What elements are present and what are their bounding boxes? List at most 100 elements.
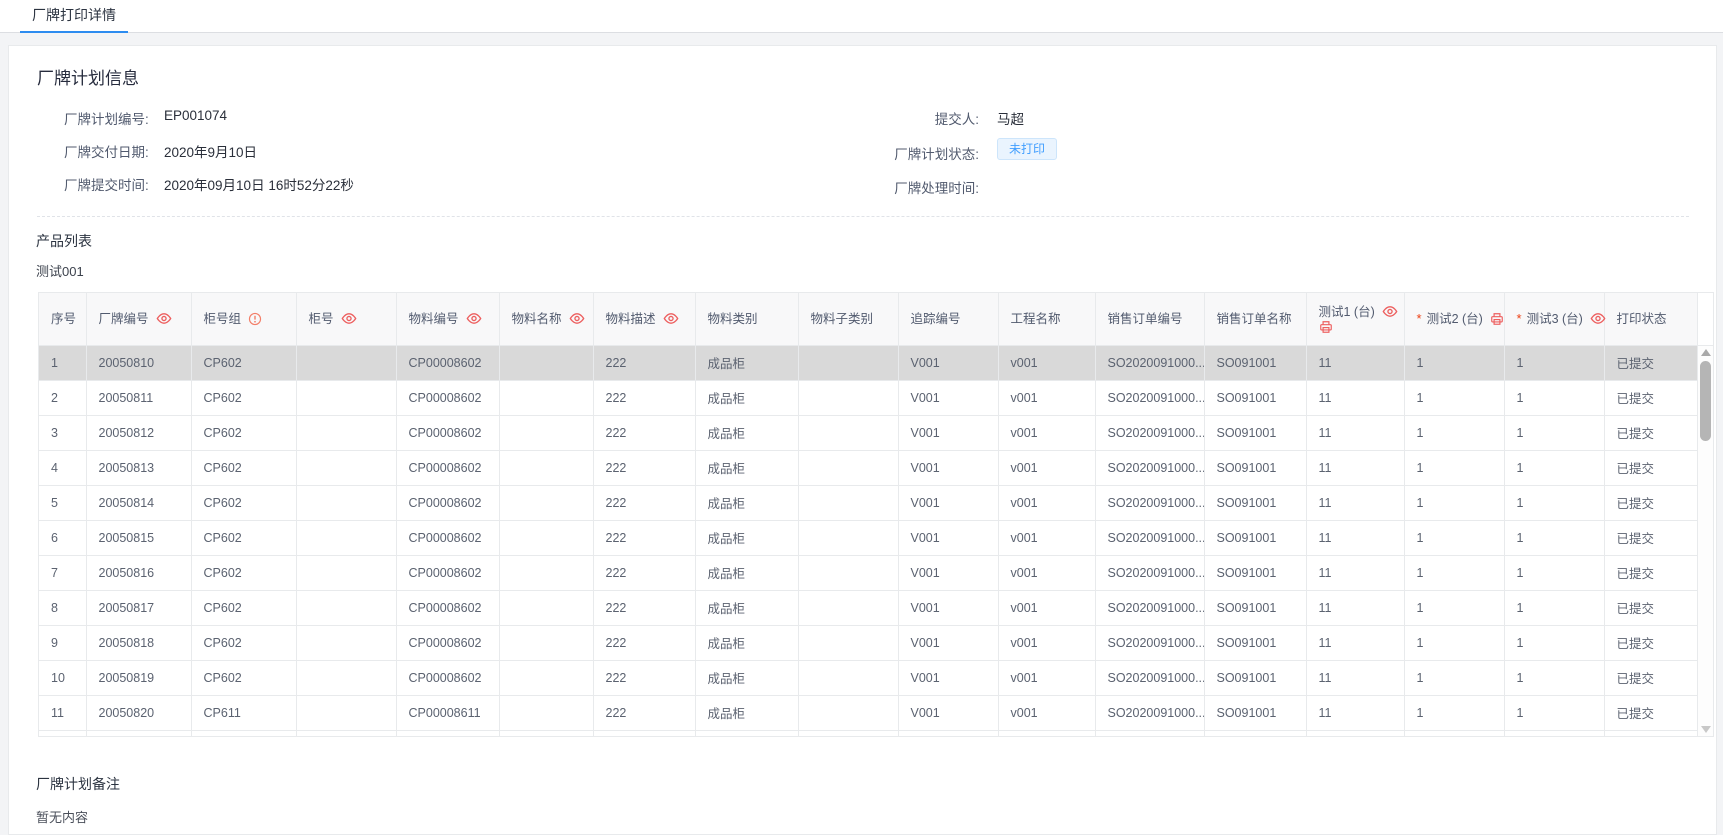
table-cell: CP602 [191, 450, 297, 486]
printer-icon[interactable] [1319, 320, 1333, 334]
table-row[interactable]: 10 20050819 CP602 CP00008602 222 成品柜 V001 v001 S… [39, 660, 1699, 696]
table-row[interactable]: 9 20050818 CP602 CP00008602 222 成品柜 V001 v001 SO… [39, 625, 1699, 661]
table-cell: V001 [898, 590, 999, 626]
eye-icon[interactable] [341, 312, 357, 325]
column-header-label: 销售订单名称 [1216, 311, 1292, 326]
table-cell: 成品柜 [695, 555, 799, 591]
table-cell: 已提交 [1604, 450, 1699, 486]
table-cell: 11 [1306, 415, 1405, 451]
scroll-up-icon[interactable] [1701, 349, 1711, 356]
column-header: 物料类别 [695, 293, 799, 346]
table-cell: 11 [1306, 695, 1405, 731]
table-cell: 9 [39, 625, 87, 661]
scrollbar-thumb[interactable] [1700, 361, 1711, 441]
table-cell: SO2020091000... [1095, 520, 1205, 556]
table-cell: 已提交 [1604, 380, 1699, 416]
table-cell: 已提交 [1604, 415, 1699, 451]
table-cell [798, 660, 899, 696]
table-cell: CP602 [191, 660, 297, 696]
info-icon[interactable] [248, 312, 262, 326]
table-cell [499, 380, 594, 416]
column-header-label: 打印状态 [1616, 311, 1667, 326]
table-cell [1504, 730, 1605, 736]
table-cell: 20050812 [86, 415, 192, 451]
remark-empty-text: 暂无内容 [36, 810, 89, 825]
eye-icon[interactable] [1382, 305, 1398, 318]
table-row[interactable]: 2 20050811 CP602 CP00008602 222 成品柜 V001 v001 SO… [39, 380, 1699, 416]
table-cell: CP602 [191, 590, 297, 626]
table-cell [798, 730, 899, 736]
column-header-label: 柜号组 [203, 311, 242, 326]
eye-icon[interactable] [569, 312, 585, 325]
plan-info-title: 厂牌计划信息 [37, 69, 139, 88]
table-cell: 成品柜 [695, 660, 799, 696]
column-header-label: 物料类别 [707, 311, 758, 326]
product-table: 序号 厂牌编号 柜号组 柜号 物料编号 物料名称 物料描述 物料类别 物料子类别 追踪编号 工程名称… [38, 292, 1714, 737]
table-cell [798, 380, 899, 416]
eye-icon[interactable] [156, 312, 172, 325]
table-cell: 已提交 [1604, 345, 1699, 381]
table-cell [396, 730, 500, 736]
table-cell [998, 730, 1096, 736]
eye-icon[interactable] [663, 312, 679, 325]
table-cell: V001 [898, 625, 999, 661]
table-row[interactable]: 5 20050814 CP602 CP00008602 222 成品柜 V001 v001 SO… [39, 485, 1699, 521]
table-cell [695, 730, 799, 736]
submitter-value: 马超 [997, 112, 1024, 127]
table-cell [499, 450, 594, 486]
table-cell: CP00008602 [396, 450, 500, 486]
tab-factory-label-print-details[interactable]: 厂牌打印详情 [20, 0, 128, 33]
column-header: 物料名称 [499, 293, 594, 346]
table-cell: 6 [39, 520, 87, 556]
table-cell: SO2020091000... [1095, 695, 1205, 731]
scroll-down-icon[interactable] [1701, 726, 1711, 733]
table-cell: 1 [1504, 590, 1605, 626]
table-cell [296, 555, 397, 591]
table-cell: V001 [898, 695, 999, 731]
table-body: 1 20050810 CP602 CP00008602 222 成品柜 V001 v001 SO… [39, 345, 1699, 736]
column-header: 柜号 [296, 293, 397, 346]
table-cell [499, 730, 594, 736]
column-header: 测试1 (台) [1306, 293, 1405, 346]
table-cell [499, 625, 594, 661]
column-header: * 测试3 (台) [1504, 293, 1606, 346]
table-cell: V001 [898, 555, 999, 591]
table-cell: 1 [1504, 485, 1605, 521]
table-cell: 11 [39, 695, 87, 731]
eye-icon[interactable] [1590, 312, 1606, 325]
delivery-date-label: 厂牌交付日期: [64, 145, 149, 160]
delivery-date-value: 2020年9月10日 [164, 145, 258, 160]
table-cell: 20050810 [86, 345, 192, 381]
vertical-scrollbar[interactable] [1697, 346, 1713, 736]
table-cell: CP611 [191, 695, 297, 731]
table-row[interactable]: 7 20050816 CP602 CP00008602 222 成品柜 V001 v001 SO… [39, 555, 1699, 591]
table-cell: v001 [998, 520, 1096, 556]
table-row[interactable]: 8 20050817 CP602 CP00008602 222 成品柜 V001 v001 SO… [39, 590, 1699, 626]
table-row[interactable]: 11 20050820 CP611 CP00008611 222 成品柜 V001 v001 S… [39, 695, 1699, 731]
column-header-label: 物料编号 [408, 311, 459, 326]
table-cell [296, 415, 397, 451]
eye-icon[interactable] [466, 312, 482, 325]
column-header: 物料编号 [396, 293, 500, 346]
table-cell [296, 450, 397, 486]
table-row[interactable]: 1 20050810 CP602 CP00008602 222 成品柜 V001 v001 SO… [39, 345, 1699, 381]
table-cell: 20050818 [86, 625, 192, 661]
table-row[interactable]: 6 20050815 CP602 CP00008602 222 成品柜 V001 v001 SO… [39, 520, 1699, 556]
table-cell: V001 [898, 380, 999, 416]
column-header-label: 工程名称 [1010, 311, 1061, 326]
table-cell: CP00008611 [396, 695, 500, 731]
table-cell: 成品柜 [695, 450, 799, 486]
section-divider [37, 216, 1689, 217]
table-row[interactable]: 3 20050812 CP602 CP00008602 222 成品柜 V001 v001 SO… [39, 415, 1699, 451]
printer-icon[interactable] [1490, 312, 1504, 326]
column-header-label: 柜号 [308, 311, 334, 326]
table-cell: 1 [1404, 625, 1505, 661]
table-cell: 已提交 [1604, 590, 1699, 626]
table-cell: 4 [39, 450, 87, 486]
table-cell: 222 [593, 380, 696, 416]
table-cell: SO2020091000... [1095, 660, 1205, 696]
table-row[interactable]: 4 20050813 CP602 CP00008602 222 成品柜 V001 v001 SO… [39, 450, 1699, 486]
table-cell [296, 625, 397, 661]
table-cell: SO091001 [1204, 695, 1307, 731]
table-cell [798, 695, 899, 731]
